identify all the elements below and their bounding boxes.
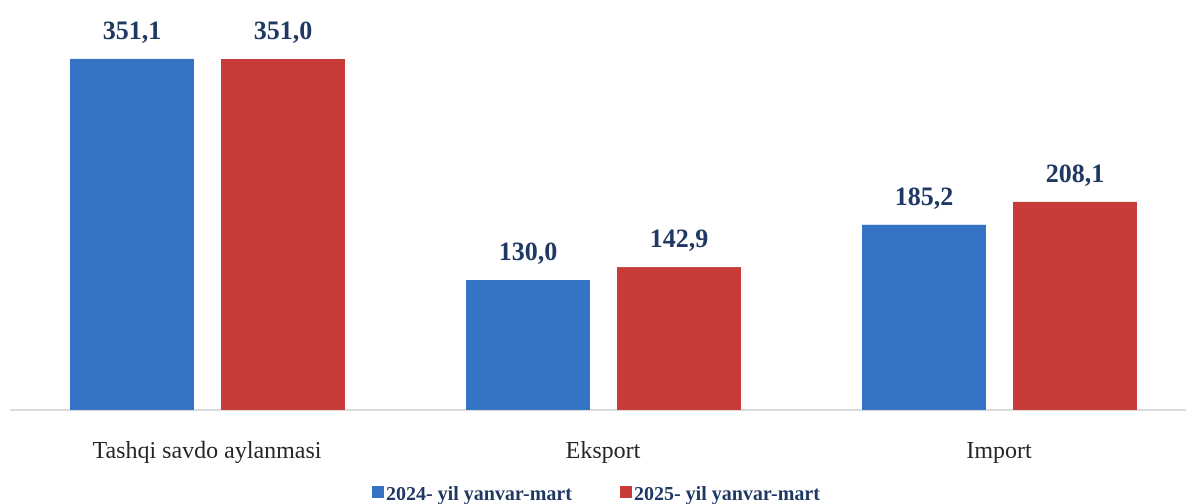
bar bbox=[862, 224, 986, 410]
value-label: 208,1 bbox=[1046, 159, 1105, 188]
value-label: 142,9 bbox=[650, 224, 709, 253]
bar bbox=[466, 280, 590, 410]
bar bbox=[70, 58, 194, 411]
value-label: 185,2 bbox=[895, 182, 954, 211]
bar bbox=[221, 59, 345, 410]
value-label: 351,1 bbox=[103, 16, 162, 45]
x-tick-label: Tashqi savdo aylanmasi bbox=[93, 438, 322, 464]
bar bbox=[617, 267, 741, 410]
legend-swatch bbox=[372, 486, 384, 498]
x-tick-label: Import bbox=[966, 438, 1032, 464]
legend-swatch bbox=[620, 486, 632, 498]
legend-label: 2024- yil yanvar-mart bbox=[386, 483, 572, 504]
legend-label: 2025- yil yanvar-mart bbox=[634, 483, 820, 504]
bar bbox=[1013, 201, 1137, 410]
x-tick-label: Eksport bbox=[566, 438, 641, 464]
value-label: 351,0 bbox=[254, 16, 313, 45]
value-label: 130,0 bbox=[499, 237, 558, 266]
